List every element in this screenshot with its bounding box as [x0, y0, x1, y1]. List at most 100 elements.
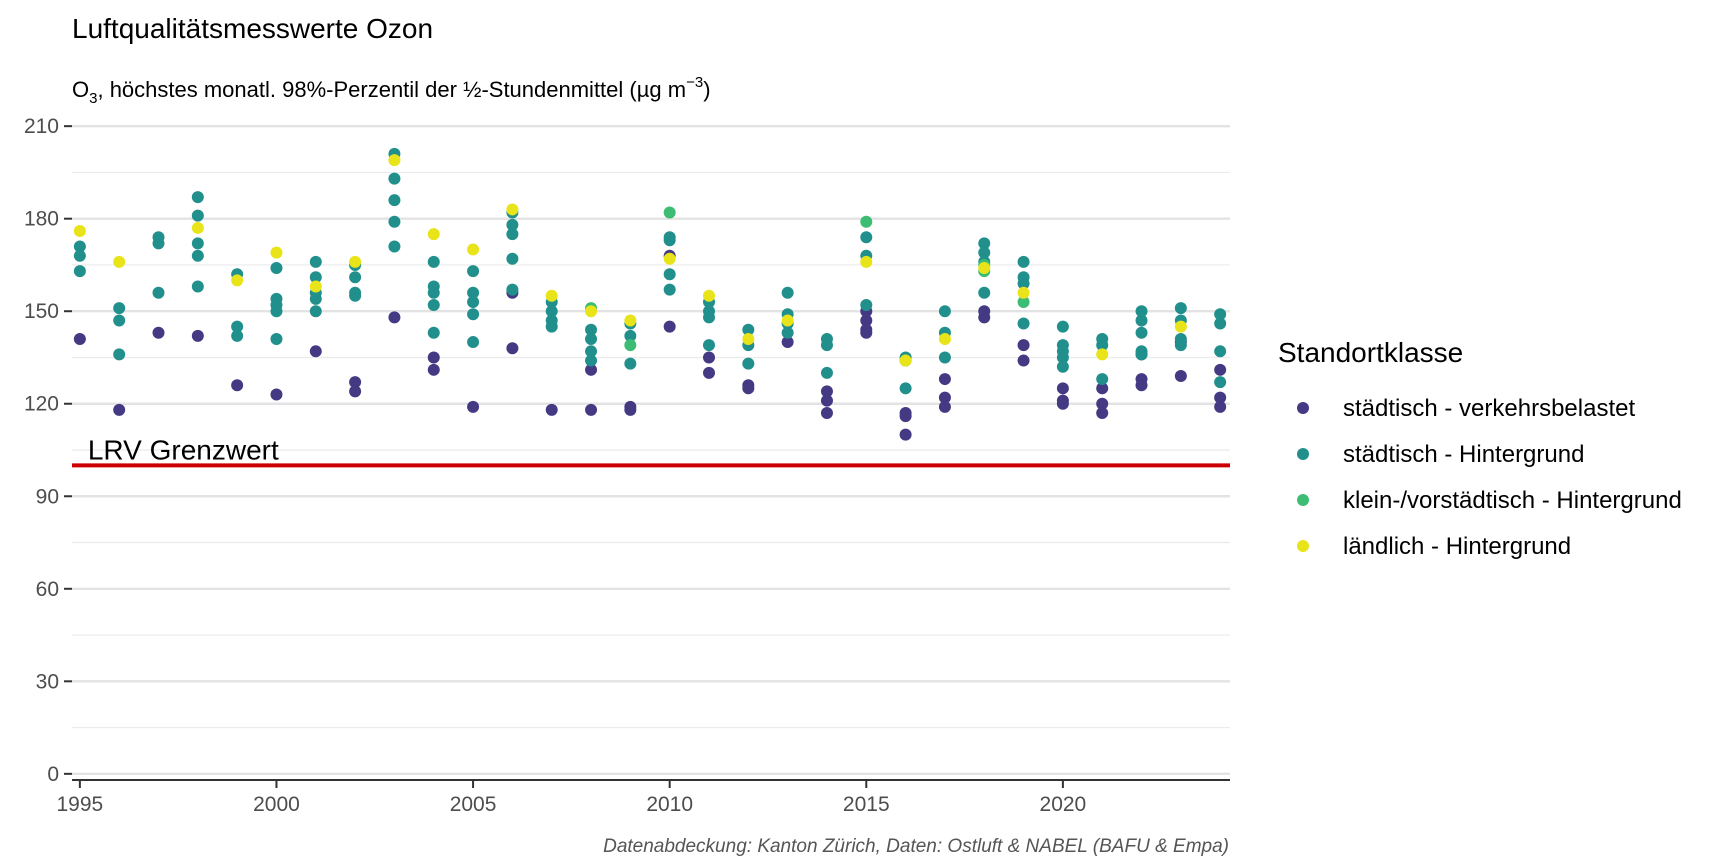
data-point-städtisch-verkehrsbelastet — [624, 403, 637, 416]
data-point-städtisch-hintergrund — [1135, 326, 1148, 339]
y-tick-label: 150 — [24, 300, 59, 323]
data-point-ländlich-hintergrund — [742, 332, 755, 345]
data-point-städtisch-verkehrsbelastet — [978, 311, 991, 324]
data-point-städtisch-hintergrund — [1056, 351, 1069, 364]
data-point-städtisch-hintergrund — [427, 326, 440, 339]
x-tick-label: 2005 — [450, 793, 497, 816]
data-point-städtisch-hintergrund — [73, 265, 86, 278]
data-point-städtisch-hintergrund — [978, 237, 991, 250]
data-point-städtisch-verkehrsbelastet — [191, 329, 204, 342]
data-point-städtisch-verkehrsbelastet — [73, 332, 86, 345]
y-tick-label: 210 — [24, 115, 59, 138]
chart-subtitle: O3, höchstes monatl. 98%-Perzentil der ½… — [72, 74, 711, 107]
data-point-klein-vorstädtisch-hintergrund — [1017, 295, 1030, 308]
data-point-städtisch-hintergrund — [270, 305, 283, 318]
data-point-städtisch-hintergrund — [545, 320, 558, 333]
data-point-städtisch-hintergrund — [820, 339, 833, 352]
data-point-städtisch-hintergrund — [113, 348, 126, 361]
data-point-städtisch-verkehrsbelastet — [545, 403, 558, 416]
data-point-ländlich-hintergrund — [781, 314, 794, 327]
subtitle-text-o: O — [72, 77, 89, 102]
data-point-städtisch-verkehrsbelastet — [702, 351, 715, 364]
data-point-städtisch-verkehrsbelastet — [742, 382, 755, 395]
data-point-ländlich-hintergrund — [467, 243, 480, 256]
data-point-städtisch-verkehrsbelastet — [860, 314, 873, 327]
data-point-städtisch-verkehrsbelastet — [1056, 397, 1069, 410]
data-point-städtisch-verkehrsbelastet — [899, 428, 912, 441]
data-point-städtisch-verkehrsbelastet — [1017, 354, 1030, 367]
data-point-städtisch-hintergrund — [742, 323, 755, 336]
data-point-städtisch-verkehrsbelastet — [1135, 379, 1148, 392]
data-point-städtisch-hintergrund — [349, 271, 362, 284]
y-tick-label: 30 — [36, 670, 59, 693]
data-point-städtisch-verkehrsbelastet — [349, 385, 362, 398]
data-point-städtisch-hintergrund — [1214, 308, 1227, 321]
data-point-städtisch-verkehrsbelastet — [309, 345, 322, 358]
data-point-städtisch-hintergrund — [1214, 317, 1227, 330]
data-point-städtisch-verkehrsbelastet — [938, 373, 951, 386]
data-point-ländlich-hintergrund — [427, 228, 440, 241]
data-point-städtisch-hintergrund — [113, 314, 126, 327]
data-point-städtisch-verkehrsbelastet — [113, 403, 126, 416]
y-tick-label: 0 — [47, 763, 59, 786]
data-point-städtisch-verkehrsbelastet — [506, 342, 519, 355]
data-point-städtisch-hintergrund — [467, 308, 480, 321]
data-point-städtisch-hintergrund — [191, 237, 204, 250]
data-point-städtisch-verkehrsbelastet — [1214, 391, 1227, 404]
data-point-städtisch-hintergrund — [506, 228, 519, 241]
data-point-städtisch-hintergrund — [427, 299, 440, 312]
data-point-städtisch-hintergrund — [467, 336, 480, 349]
data-point-städtisch-verkehrsbelastet — [427, 351, 440, 364]
y-tick-label: 180 — [24, 208, 59, 231]
data-point-städtisch-verkehrsbelastet — [231, 379, 244, 392]
data-point-städtisch-hintergrund — [191, 249, 204, 262]
data-point-städtisch-hintergrund — [191, 280, 204, 293]
data-point-städtisch-hintergrund — [702, 339, 715, 352]
data-point-städtisch-hintergrund — [388, 215, 401, 228]
data-point-städtisch-hintergrund — [467, 295, 480, 308]
chart-title: Luftqualitätsmesswerte Ozon — [72, 13, 433, 44]
legend-items: städtisch - verkehrsbelastet städtisch - … — [1297, 395, 1682, 560]
legend-label: städtisch - Hintergrund — [1343, 441, 1584, 468]
data-point-städtisch-hintergrund — [702, 311, 715, 324]
data-point-städtisch-hintergrund — [152, 237, 165, 250]
x-tick-label: 2015 — [843, 793, 890, 816]
threshold-label: LRV Grenzwert — [88, 434, 279, 465]
data-point-städtisch-hintergrund — [585, 345, 598, 358]
data-point-ländlich-hintergrund — [899, 354, 912, 367]
data-point-städtisch-hintergrund — [663, 234, 676, 247]
data-point-städtisch-hintergrund — [781, 326, 794, 339]
data-point-städtisch-verkehrsbelastet — [663, 320, 676, 333]
data-point-klein-vorstädtisch-hintergrund — [624, 339, 637, 352]
data-point-städtisch-verkehrsbelastet — [781, 336, 794, 349]
data-point-ländlich-hintergrund — [73, 225, 86, 238]
data-point-städtisch-hintergrund — [467, 286, 480, 299]
data-point-städtisch-hintergrund — [506, 283, 519, 296]
data-point-städtisch-hintergrund — [663, 268, 676, 281]
data-point-ländlich-hintergrund — [1096, 348, 1109, 361]
data-point-städtisch-hintergrund — [309, 255, 322, 268]
data-point-städtisch-hintergrund — [309, 305, 322, 318]
data-point-städtisch-hintergrund — [1214, 376, 1227, 389]
data-point-städtisch-hintergrund — [270, 262, 283, 275]
data-point-städtisch-verkehrsbelastet — [388, 311, 401, 324]
data-point-ländlich-hintergrund — [231, 274, 244, 287]
legend-swatch — [1297, 494, 1309, 506]
data-point-ländlich-hintergrund — [1017, 286, 1030, 299]
data-point-ländlich-hintergrund — [191, 221, 204, 234]
data-point-städtisch-verkehrsbelastet — [427, 363, 440, 376]
data-point-ländlich-hintergrund — [978, 262, 991, 275]
data-point-ländlich-hintergrund — [938, 332, 951, 345]
data-point-ländlich-hintergrund — [270, 246, 283, 259]
data-point-städtisch-verkehrsbelastet — [1017, 339, 1030, 352]
data-point-städtisch-verkehrsbelastet — [467, 400, 480, 413]
subtitle-text-main: , höchstes monatl. 98%-Perzentil der ½-S… — [97, 77, 686, 102]
threshold-layer: LRV Grenzwert — [72, 434, 1230, 468]
x-tick-label: 2020 — [1040, 793, 1087, 816]
data-point-städtisch-verkehrsbelastet — [585, 363, 598, 376]
data-point-städtisch-hintergrund — [467, 265, 480, 278]
data-point-städtisch-verkehrsbelastet — [938, 400, 951, 413]
data-point-klein-vorstädtisch-hintergrund — [860, 215, 873, 228]
data-point-städtisch-hintergrund — [1174, 302, 1187, 315]
data-point-städtisch-hintergrund — [309, 271, 322, 284]
